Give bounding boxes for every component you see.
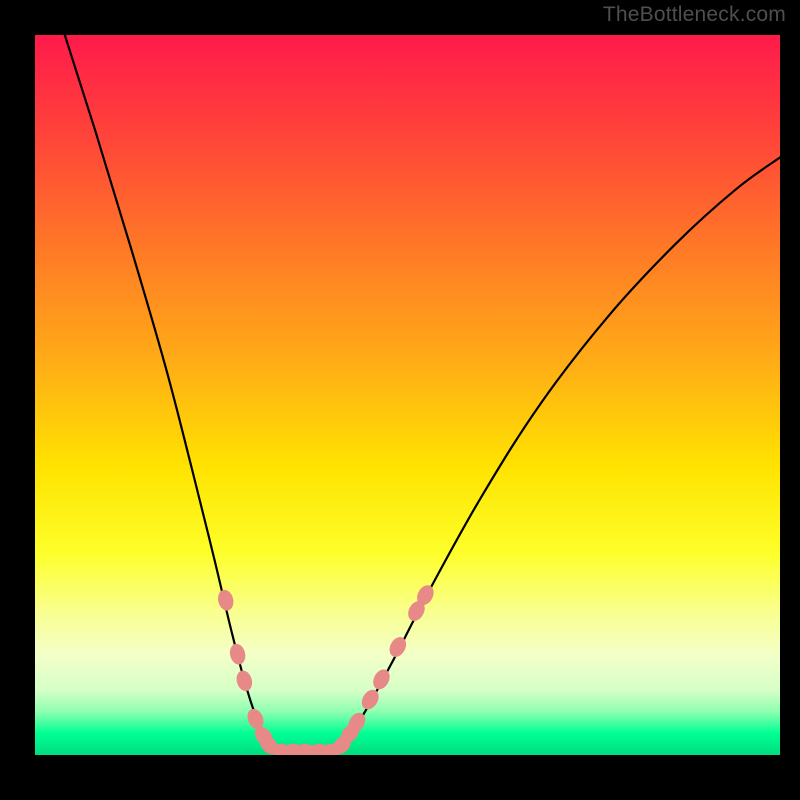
plot-area: [35, 35, 780, 755]
gradient-background: [35, 35, 780, 755]
chart-svg: [35, 35, 780, 755]
watermark-text: TheBottleneck.com: [603, 3, 786, 27]
chart-root: TheBottleneck.com: [0, 0, 800, 800]
